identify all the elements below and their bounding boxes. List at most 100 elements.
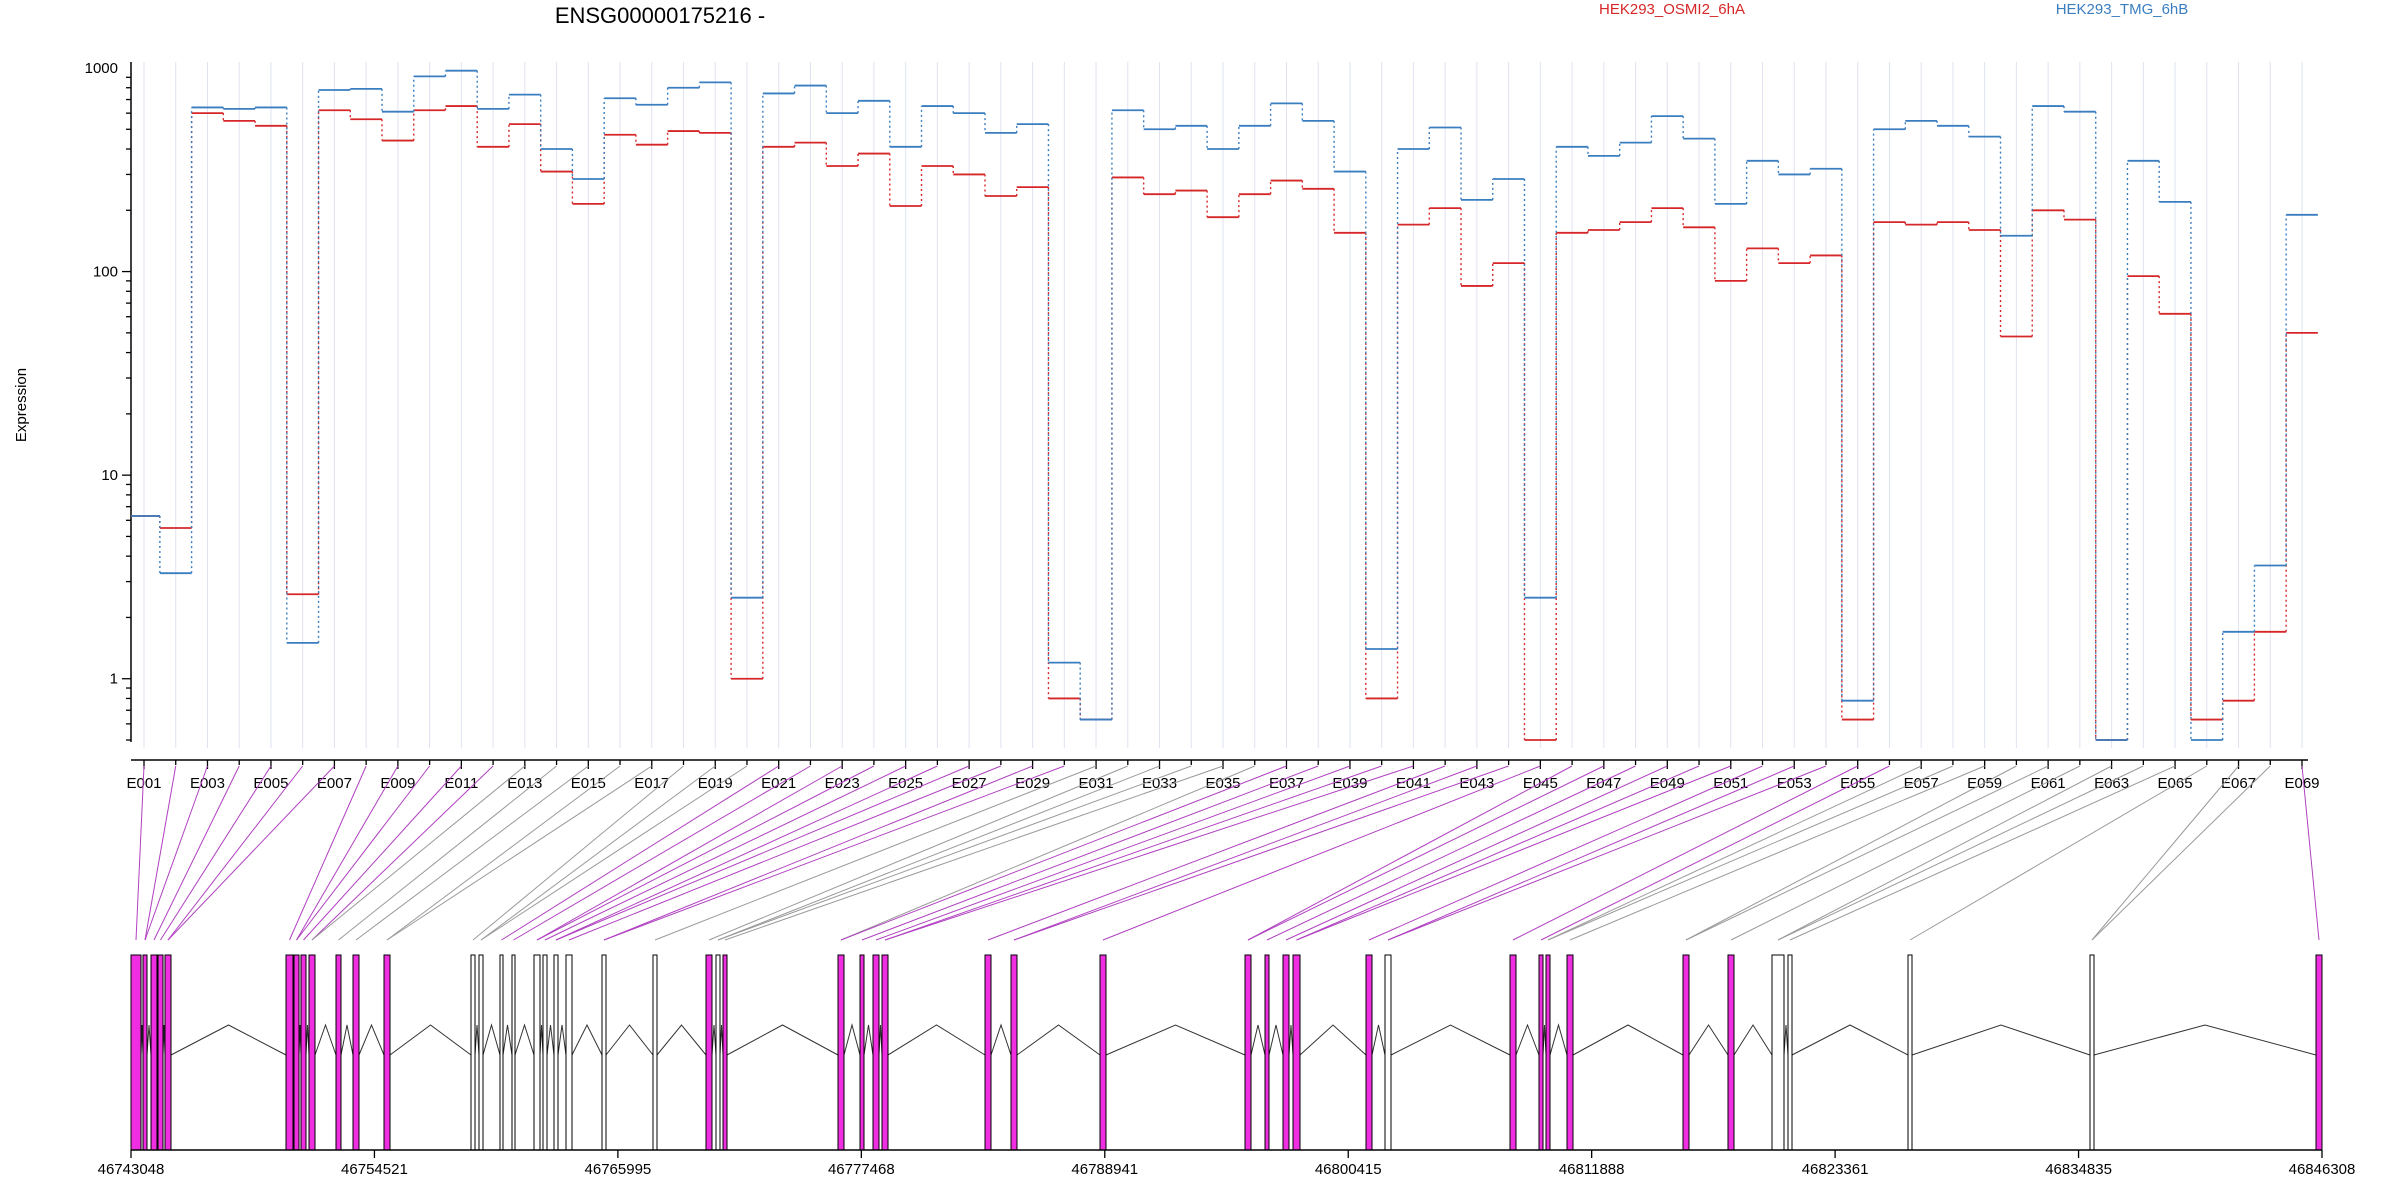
x-tick-label: E035 (1205, 775, 1240, 792)
exon-connector (2091, 765, 2239, 941)
exon-block (722, 954, 728, 1151)
intron (843, 1023, 861, 1056)
intron (1688, 1024, 1729, 1056)
exon-connector (289, 765, 367, 941)
exon-connector (536, 765, 875, 941)
exon-block (553, 954, 559, 1151)
series-lines (131, 69, 2318, 741)
x-tick-label: E037 (1269, 775, 1304, 792)
exon-connector (603, 765, 1065, 941)
intron (1371, 1024, 1386, 1056)
chart-title: ENSG00000175216 - (555, 3, 765, 28)
x-tick-label: E049 (1650, 775, 1685, 792)
exon-block (881, 954, 889, 1151)
exon-block (1727, 954, 1735, 1151)
exon-block (1545, 954, 1551, 1151)
exon-connector (1540, 765, 1890, 941)
intron (1572, 1024, 1684, 1056)
x-tick-label: E025 (888, 775, 923, 792)
exon-connector (1730, 765, 2081, 941)
exon-block (2315, 954, 2323, 1151)
exon-connector (544, 765, 906, 941)
intron (1288, 1024, 1294, 1056)
x-tick-label: E063 (2094, 775, 2129, 792)
intron (314, 1023, 337, 1056)
exon-block (1771, 954, 1785, 1151)
exon-block (300, 954, 307, 1151)
exon-block (715, 954, 721, 1151)
intron (1105, 1024, 1246, 1056)
intron (514, 1023, 535, 1056)
exon-block (1010, 954, 1018, 1151)
exon-connector (1266, 765, 1636, 941)
genomic-tick-label: 46765995 (585, 1161, 652, 1178)
y-tick-label: 1000 (85, 60, 118, 77)
exon-connector (1777, 765, 2144, 941)
exon-block (565, 954, 573, 1151)
intron (711, 1024, 717, 1056)
exon-connector (1512, 765, 1858, 941)
intron (1268, 1024, 1284, 1056)
exon-connector (153, 765, 240, 941)
y-tick-label: 100 (93, 264, 118, 281)
exon-block (130, 954, 142, 1151)
x-tick-label: E001 (126, 775, 161, 792)
exon-connector (501, 765, 779, 941)
exon-block (478, 954, 484, 1151)
exon-connector (1547, 765, 1954, 941)
exon-connector (303, 765, 462, 941)
genomic-tick-label: 46834835 (2045, 1161, 2112, 1178)
exon-block (470, 954, 476, 1151)
intron (2093, 1024, 2317, 1056)
exon-connector (1296, 765, 1731, 941)
exon-block (533, 954, 541, 1151)
exon-block (1538, 954, 1544, 1151)
exon-connector (296, 765, 399, 941)
exon-block (1292, 954, 1301, 1151)
intron (557, 1024, 567, 1056)
exon-block (511, 954, 516, 1151)
x-tick-label: E023 (825, 775, 860, 792)
x-tick-label: E033 (1142, 775, 1177, 792)
intron (605, 1024, 654, 1056)
exon-connector (386, 765, 621, 941)
exon-connector (884, 765, 1414, 941)
genomic-tick-label: 46743048 (98, 1161, 165, 1178)
exon-block (705, 954, 713, 1151)
exon-connector (1013, 765, 1478, 941)
exon-block (542, 954, 548, 1151)
intron (656, 1024, 707, 1056)
exon-connector (1547, 765, 1922, 941)
intron (358, 1023, 385, 1056)
x-tick-label: E061 (2031, 775, 2066, 792)
exon-connector (1296, 765, 1700, 941)
genomic-tick-label: 46823361 (1802, 1161, 1869, 1178)
exon-connector (355, 765, 589, 941)
exon-connector (717, 765, 1192, 941)
genomic-tick-label: 46777468 (828, 1161, 895, 1178)
exon-block (859, 954, 865, 1151)
genomic-tick-label: 46846308 (2289, 1161, 2356, 1178)
genomic-tick-label: 46788941 (1071, 1161, 1138, 1178)
exon-connector (1387, 765, 1827, 941)
exon-connector (338, 765, 557, 941)
intron (1250, 1024, 1266, 1056)
exon-connector (987, 765, 1446, 941)
exon-connector (1368, 765, 1763, 941)
intron (502, 1024, 513, 1056)
exon-connector (1247, 765, 1605, 941)
exon-block (1787, 954, 1793, 1151)
exon-block (157, 954, 164, 1151)
intron (1549, 1023, 1568, 1056)
exon-block (352, 954, 360, 1151)
exon-connector (472, 765, 684, 941)
intron (571, 1023, 603, 1056)
intron (990, 1023, 1012, 1056)
exon-block (601, 954, 607, 1151)
exon-connector (840, 765, 1255, 941)
intron (482, 1023, 501, 1056)
exon-block (499, 954, 504, 1151)
exon-connector (296, 765, 431, 941)
exon-connectors (135, 765, 2320, 941)
